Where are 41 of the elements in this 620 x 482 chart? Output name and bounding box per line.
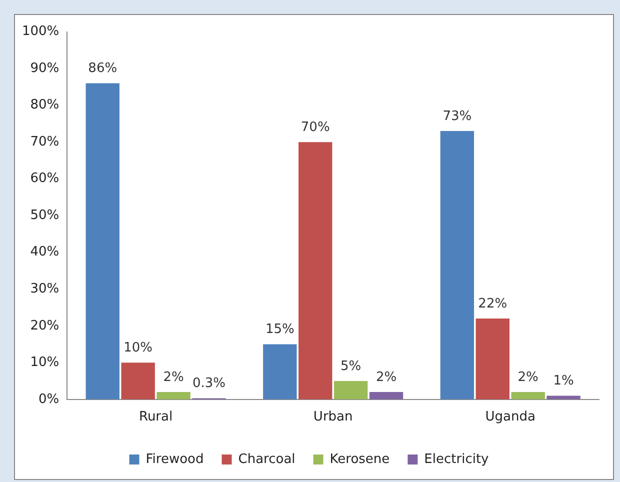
bar xyxy=(121,362,155,400)
y-tick-label: 0% xyxy=(38,392,60,407)
legend-label: Electricity xyxy=(424,452,490,467)
legend-label: Kerosene xyxy=(330,452,390,467)
bar xyxy=(156,392,190,400)
data-label: 2% xyxy=(376,370,397,385)
legend-label: Charcoal xyxy=(238,452,296,467)
y-tick-label: 10% xyxy=(30,355,60,370)
y-tick-label: 40% xyxy=(30,244,60,260)
bar xyxy=(86,83,120,400)
bar xyxy=(263,344,297,400)
data-label: 2% xyxy=(163,370,184,385)
bar xyxy=(334,381,368,400)
y-tick-label: 80% xyxy=(30,98,60,113)
data-label: 73% xyxy=(442,108,472,124)
data-label: 10% xyxy=(124,340,153,356)
y-tick-label: 60% xyxy=(30,171,60,186)
y-tick-label: 50% xyxy=(30,208,60,223)
bar xyxy=(511,392,545,400)
y-tick-label: 90% xyxy=(30,60,60,76)
data-label: 5% xyxy=(340,358,362,374)
bar xyxy=(546,396,580,400)
data-label: 2% xyxy=(518,370,538,385)
bar xyxy=(298,142,332,400)
y-tick-label: 30% xyxy=(30,281,60,296)
y-tick-label: 70% xyxy=(30,134,60,150)
y-tick-label: 100% xyxy=(22,24,60,40)
legend-label: Firewood xyxy=(146,452,204,467)
data-label: 15% xyxy=(265,322,294,338)
data-label: 22% xyxy=(478,296,508,312)
data-label: 1% xyxy=(553,374,574,389)
bar xyxy=(476,318,510,400)
data-label: 0.3% xyxy=(192,376,226,392)
x-tick-label: Uganda xyxy=(485,410,536,425)
bar xyxy=(440,131,474,400)
y-tick-label: 20% xyxy=(30,318,60,334)
x-tick-label: Rural xyxy=(138,410,173,425)
x-tick-label: Urban xyxy=(313,410,353,425)
data-label: 86% xyxy=(88,61,118,76)
bar xyxy=(369,392,404,400)
data-label: 70% xyxy=(300,120,330,135)
